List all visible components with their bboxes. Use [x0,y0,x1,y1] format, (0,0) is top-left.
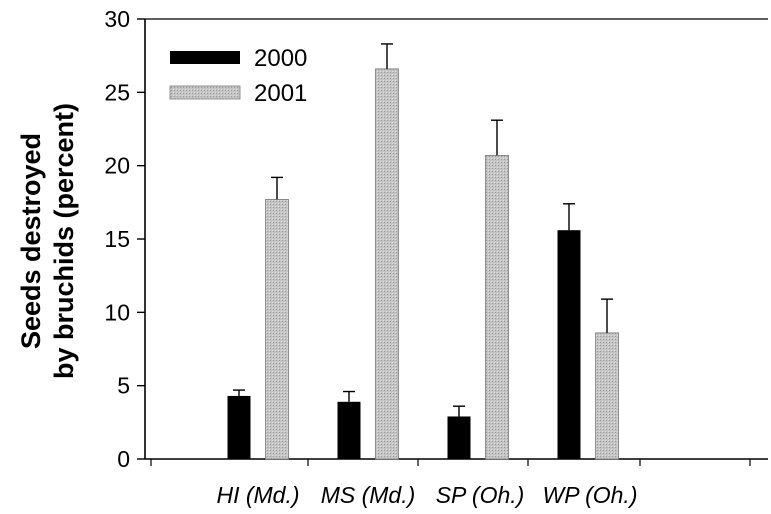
y-axis-label-line-1: Seeds destroyed [16,133,46,349]
y-tick-label: 20 [104,153,130,179]
y-tick-label: 5 [117,373,130,399]
x-tick-label: MS (Md.) [321,482,416,508]
bar-2000-1 [337,401,361,459]
y-tick-label: 10 [104,299,130,325]
x-tick-label: HI (Md.) [216,482,299,508]
bar-2000-2 [447,416,471,459]
y-tick-label: 25 [104,79,130,105]
legend-swatch-2001 [169,85,241,100]
bar-2001-2 [485,154,509,460]
y-tick-label: 0 [117,446,130,472]
x-tick-label: WP (Oh.) [543,482,638,508]
y-tick-label: 30 [104,6,130,32]
bar-2001-0 [265,198,289,460]
bar-2000-0 [227,395,251,459]
plot-area: 0 5 10 15 20 25 30 HI (Md.) MS (Md.) SP (Oh.) WP (… [104,6,768,508]
legend-swatch-2000 [170,51,240,64]
y-tick-label: 15 [104,226,130,252]
bar-2001-1 [375,68,399,460]
y-axis-label-line-2: by bruchids (percent) [49,103,79,379]
legend-label: 2000 [254,45,307,72]
x-tick-label: SP (Oh.) [436,482,525,508]
legend-label: 2001 [254,80,307,107]
bar-2000-3 [557,230,581,459]
bar-2001-3 [595,332,619,460]
